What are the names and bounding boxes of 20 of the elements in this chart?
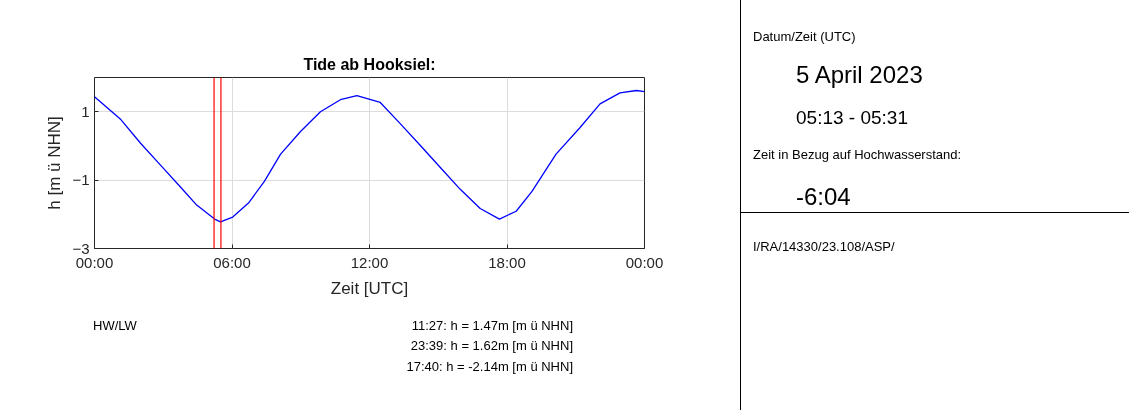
x-tick-label: 06:00: [213, 253, 251, 271]
text: 11:27: h = 1.47m [m ü NHN]: [411, 317, 573, 335]
x-tick-label: 18:00: [488, 253, 526, 271]
text: HW/LW: [93, 317, 137, 335]
y-tick-label: 1: [81, 102, 90, 120]
y-tick-label: −1: [72, 171, 90, 189]
text: 17:40: h = -2.14m [m ü NHN]: [406, 358, 573, 376]
text: -6:04: [796, 182, 851, 212]
text: Zeit in Bezug auf Hochwasserstand:: [753, 146, 962, 164]
text: I/RA/14330/23.108/ASP/: [753, 238, 895, 256]
x-tick-label: 00:00: [625, 253, 664, 271]
text: Datum/Zeit (UTC): [753, 28, 856, 46]
x-tick-label: 12:00: [350, 253, 389, 271]
chart-title: Tide ab Hooksiel:: [303, 55, 436, 73]
text: 05:13 - 05:31: [796, 106, 908, 130]
text: 5 April 2023: [796, 60, 923, 90]
line-series: [94, 89, 645, 223]
y-axis-title: h [m ü NHN]: [45, 116, 65, 210]
text: 23:39: h = 1.62m [m ü NHN]: [410, 337, 573, 355]
x-axis-title: Zeit [UTC]: [330, 278, 409, 298]
